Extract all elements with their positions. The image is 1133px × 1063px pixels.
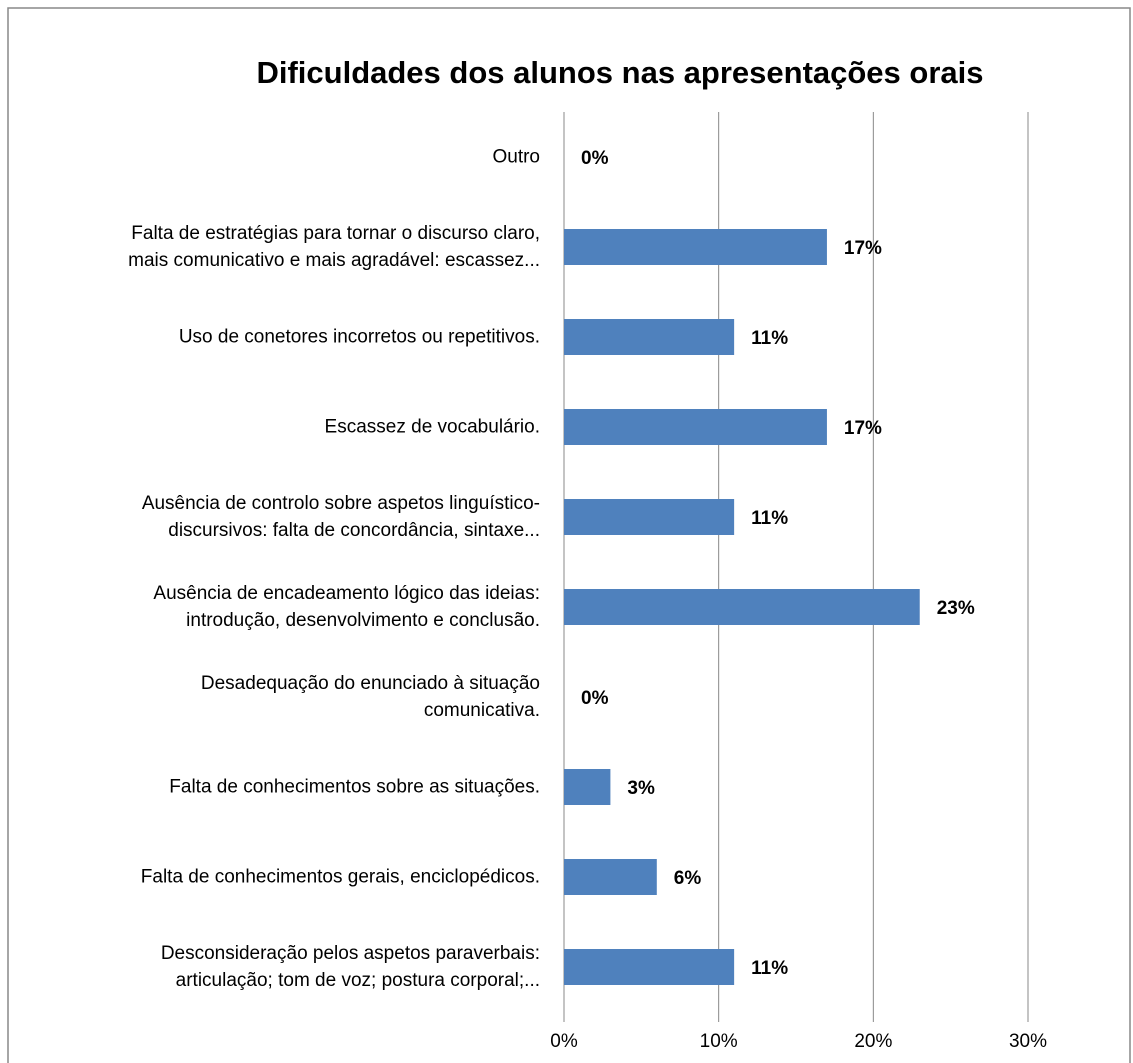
category-label: Desadequação do enunciado à situação com… <box>200 673 540 721</box>
category-label: Outro <box>492 146 540 168</box>
value-label: 0% <box>581 148 609 169</box>
x-tick-label: 30% <box>1009 1031 1047 1052</box>
value-label: 6% <box>674 868 702 889</box>
value-label: 17% <box>844 238 882 259</box>
category-label: Falta de conhecimentos gerais, enciclopé… <box>140 866 540 888</box>
category-label: Ausência de encadeamento lógico das idei… <box>153 583 540 631</box>
bar <box>564 319 735 355</box>
bar <box>564 949 735 985</box>
bar <box>564 589 920 625</box>
category-label: Falta de conhecimentos sobre as situaçõe… <box>169 776 540 798</box>
value-label: 17% <box>844 418 882 439</box>
category-label: Falta de estratégias para tornar o discu… <box>128 223 540 271</box>
value-label: 23% <box>937 598 975 619</box>
chart-border <box>7 7 1131 1063</box>
value-label: 0% <box>581 688 609 709</box>
value-label: 11% <box>751 958 788 979</box>
x-tick-label: 0% <box>550 1031 578 1052</box>
value-label: 11% <box>751 328 788 349</box>
category-label: Ausência de controlo sobre aspetos lingu… <box>141 493 540 541</box>
x-tick-label: 10% <box>700 1031 738 1052</box>
bar <box>564 859 657 895</box>
value-label: 3% <box>627 778 655 799</box>
value-label: 11% <box>751 508 788 529</box>
bar <box>564 229 827 265</box>
category-label: Desconsideração pelos aspetos paraverbai… <box>160 943 540 991</box>
category-label: Escassez de vocabulário. <box>324 416 540 438</box>
bar <box>564 499 735 535</box>
bar <box>564 409 827 445</box>
x-tick-label: 20% <box>854 1031 892 1052</box>
chart-title: Dificuldades dos alunos nas apresentaçõe… <box>256 55 983 90</box>
category-label: Uso de conetores incorretos ou repetitiv… <box>178 326 540 348</box>
bar <box>564 769 611 805</box>
